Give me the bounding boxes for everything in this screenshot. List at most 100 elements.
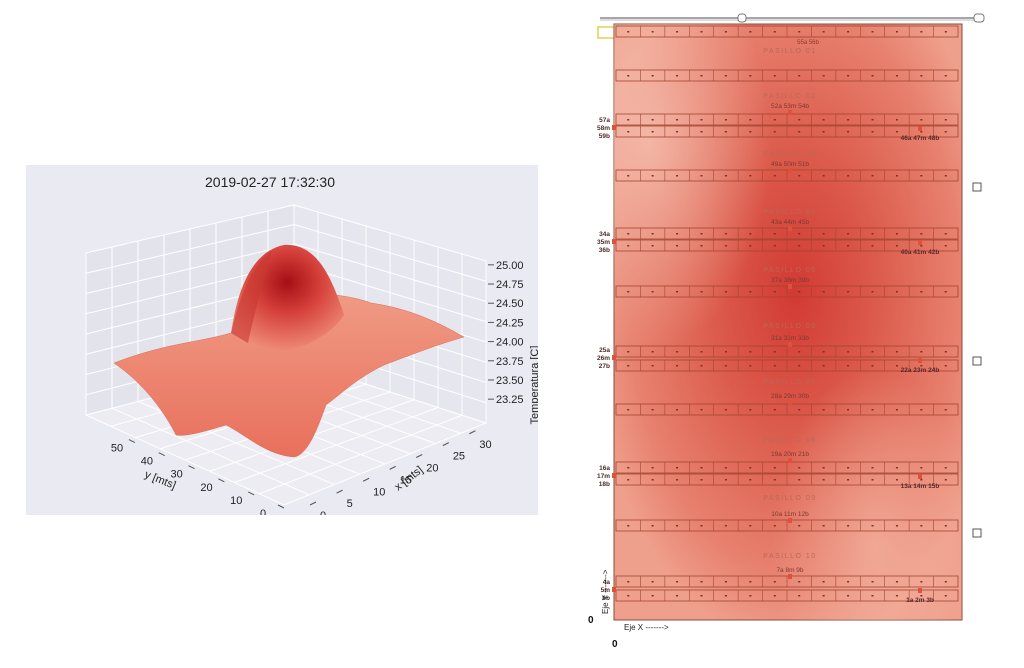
sensor-group[interactable]: 52a 53m 54b xyxy=(771,103,809,115)
scale-handle[interactable] xyxy=(737,13,747,23)
y-axis-arrow-label: Eje Y -------> xyxy=(601,569,610,614)
y-tick-label: 0 xyxy=(260,508,266,515)
rack-row xyxy=(615,239,959,252)
sensor-group[interactable]: 1a 2m 3b xyxy=(906,588,934,604)
rack-row xyxy=(615,345,959,358)
sensor-marker xyxy=(918,588,922,593)
x-tick-label: 10 xyxy=(373,486,385,498)
sensor-group[interactable]: 49a 50m 51b xyxy=(771,161,809,173)
side-icons xyxy=(972,182,982,538)
rack-row xyxy=(615,589,959,602)
rack-rows xyxy=(615,25,959,602)
sensor-group[interactable]: 37a 38m 39b xyxy=(771,277,809,289)
rack-row xyxy=(615,125,959,138)
z-tick-label: 24.25 xyxy=(496,317,524,329)
sensor-label: 22a 23m 24b xyxy=(901,367,940,374)
sensor-label: 49a 50m 51b xyxy=(771,161,809,168)
sensor-group[interactable]: 46a 47m 48b xyxy=(901,126,940,142)
sensor-label: 52a 53m 54b xyxy=(771,103,809,110)
chart-title: 2019-02-27 17:32:30 xyxy=(205,174,335,190)
z-tick-label: 24.50 xyxy=(496,298,524,310)
sensor-label: 27b xyxy=(599,363,610,370)
sensor-label: 57a xyxy=(599,117,610,124)
surface-3d-chart: 2019-02-27 17:32:30 23.25 23.50 23.75 24.00… xyxy=(26,165,538,515)
rack-row xyxy=(615,519,959,532)
side-icon-1[interactable] xyxy=(972,182,982,192)
rack-row xyxy=(615,113,959,126)
top-scale-bar xyxy=(600,13,985,23)
temperature-surface xyxy=(113,244,465,458)
side-icon-3[interactable] xyxy=(972,528,982,538)
x-tick-label: 20 xyxy=(426,463,438,475)
sensor-marker xyxy=(612,125,616,130)
sensor-marker xyxy=(788,226,792,231)
origin-label-y: 0 xyxy=(588,615,594,626)
z-tick-label: 24.00 xyxy=(496,337,524,349)
sensor-label: 43a 44m 45b xyxy=(771,219,809,226)
rack-row xyxy=(615,575,959,588)
sensor-marker xyxy=(788,110,792,115)
sensor-marker xyxy=(612,473,616,478)
x-axis-ticks: 0 5 10 15 20 25 30 xyxy=(309,430,492,515)
sensor-marker xyxy=(788,342,792,347)
y-tick-label: 20 xyxy=(200,482,212,494)
sensor-group[interactable]: 28a 29m 30b xyxy=(771,393,809,405)
sensor-label: 1a 2m 3b xyxy=(906,597,934,604)
rack-row xyxy=(615,461,959,474)
sensor-label: 25a xyxy=(599,347,610,354)
sensor-label: 59b xyxy=(599,133,610,140)
rack-row xyxy=(615,227,959,240)
sensor-group[interactable]: 43a 44m 45b xyxy=(771,219,809,231)
sensor-group[interactable]: 31a 32m 33b xyxy=(771,335,809,347)
sensor-group[interactable]: 22a 23m 24b xyxy=(901,358,940,374)
sensor-group[interactable]: 7a 8m 9b xyxy=(776,567,804,579)
z-tick-label: 23.50 xyxy=(496,375,524,387)
x-tick-label: 25 xyxy=(453,451,465,463)
y-axis-ticks: 0 10 20 30 40 50 xyxy=(111,439,285,515)
sensor-marker xyxy=(788,400,792,405)
rack-row xyxy=(615,473,959,486)
sensor-group[interactable]: 10a 11m 12b xyxy=(771,511,809,523)
sensor-label: 5m xyxy=(601,587,611,594)
sensor-label: 6b xyxy=(602,595,610,602)
sensor-marker xyxy=(612,355,616,360)
sensor-marker xyxy=(788,518,792,523)
sensor-marker xyxy=(788,458,792,463)
top-sensor-label: 55a 56b xyxy=(797,40,819,46)
sensor-marker xyxy=(612,239,616,244)
aisle-label: PASILLO 07 xyxy=(763,379,816,386)
sensor-marker xyxy=(788,284,792,289)
sensor-marker xyxy=(918,240,922,245)
z-axis-label: Temperatura [C] xyxy=(529,346,538,425)
scale-handle-end[interactable] xyxy=(973,13,985,23)
z-tick-label: 23.25 xyxy=(496,394,524,406)
sensor-label: 34a xyxy=(599,231,610,238)
aisle-label: PASILLO 08 xyxy=(763,437,816,444)
rack-row xyxy=(615,285,959,298)
sensor-group[interactable]: 13a 14m 15b xyxy=(901,474,940,490)
z-axis-ticks: 23.25 23.50 23.75 24.00 24.25 24.50 24.75 25.00 xyxy=(488,260,524,406)
z-tick-label: 23.75 xyxy=(496,356,524,368)
side-icon-2[interactable] xyxy=(972,356,982,366)
aisle-labels: PASILLO 01 PASILLO 02 PASILLO 03 PASILLO 04… xyxy=(763,48,816,560)
aisle-label: PASILLO 02 xyxy=(763,93,816,100)
sensor-group[interactable]: 40a 41m 42b xyxy=(901,240,940,256)
aisle-label: PASILLO 10 xyxy=(763,553,816,560)
sensor-label: 36b xyxy=(599,247,610,254)
sensor-label: 13a 14m 15b xyxy=(901,483,940,490)
rack-row xyxy=(615,69,959,82)
sensor-group[interactable]: 19a 20m 21b xyxy=(771,451,809,463)
sensor-marker xyxy=(788,168,792,173)
z-tick-label: 24.75 xyxy=(496,279,524,291)
x-tick-label: 30 xyxy=(479,439,491,451)
sensor-label: 35m xyxy=(597,239,610,246)
warehouse-heatmap: PASILLO 01 PASILLO 02 PASILLO 03 PASILLO 04… xyxy=(588,13,985,650)
sensor-label: 26m xyxy=(597,355,610,362)
sensor-marker xyxy=(918,358,922,363)
